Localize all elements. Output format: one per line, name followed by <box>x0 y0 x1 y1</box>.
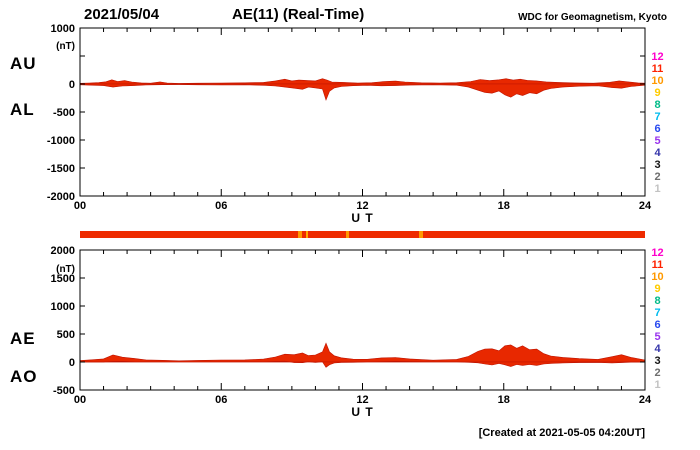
station-count-2: 2 <box>654 367 661 379</box>
station-count-4: 4 <box>654 343 661 355</box>
station-count-6: 6 <box>654 123 661 135</box>
station-count-8: 8 <box>654 295 661 307</box>
svg-text:12: 12 <box>356 200 368 212</box>
station-count-6: 6 <box>654 319 661 331</box>
station-count-12: 12 <box>651 51 664 63</box>
ao-label: AO <box>10 367 38 386</box>
station-count-12: 12 <box>651 247 664 259</box>
plot-date: 2021/05/04 <box>84 6 160 23</box>
created-timestamp: [Created at 2021-05-05 04:20UT] <box>478 427 645 439</box>
bottom-panel-chart: 2000 1500 1000 500 0 -500 (nT) 00 06 12 18 24 U T <box>51 245 652 419</box>
svg-text:-500: -500 <box>53 385 75 397</box>
ae-trace <box>80 342 645 363</box>
station-count-3: 3 <box>654 159 661 171</box>
svg-text:18: 18 <box>498 394 510 406</box>
station-count-2: 2 <box>654 171 661 183</box>
station-count-5: 5 <box>654 135 661 147</box>
svg-text:-1500: -1500 <box>47 163 75 175</box>
svg-text:(nT): (nT) <box>56 264 75 275</box>
svg-text:00: 00 <box>74 394 86 406</box>
svg-text:1000: 1000 <box>51 23 75 35</box>
strip-segment <box>297 231 303 238</box>
station-count-1: 1 <box>654 379 661 391</box>
station-count-9: 9 <box>654 283 661 295</box>
plot-title: AE(11) (Real-Time) <box>232 6 365 23</box>
svg-text:U T: U T <box>351 405 373 419</box>
strip-segment <box>346 231 349 238</box>
station-count-11: 11 <box>651 259 664 271</box>
svg-text:-1000: -1000 <box>47 135 75 147</box>
al-trace <box>80 83 645 101</box>
ae-label: AE <box>10 329 36 348</box>
svg-text:24: 24 <box>639 200 652 212</box>
svg-text:U T: U T <box>351 211 373 225</box>
svg-text:2000: 2000 <box>51 245 75 257</box>
station-count-4: 4 <box>654 147 661 159</box>
station-scale-top: 12 11 10 9 8 7 6 5 4 3 2 1 <box>649 51 666 195</box>
station-count-10: 10 <box>651 75 664 87</box>
strip-segment <box>419 231 423 238</box>
svg-text:1500: 1500 <box>51 273 75 285</box>
svg-text:06: 06 <box>215 394 227 406</box>
svg-text:00: 00 <box>74 200 86 212</box>
station-count-1: 1 <box>654 183 661 195</box>
station-count-11: 11 <box>651 63 664 75</box>
station-count-7: 7 <box>654 307 661 319</box>
svg-text:0: 0 <box>69 79 75 91</box>
station-count-8: 8 <box>654 99 661 111</box>
ao-trace <box>80 360 645 368</box>
data-source-label: WDC for Geomagnetism, Kyoto <box>518 12 667 23</box>
station-count-7: 7 <box>654 111 661 123</box>
svg-text:18: 18 <box>498 200 510 212</box>
svg-text:06: 06 <box>215 200 227 212</box>
station-count-5: 5 <box>654 331 661 343</box>
station-count-3: 3 <box>654 355 661 367</box>
svg-text:24: 24 <box>639 394 652 406</box>
top-panel-chart: 1000 0 -500 -1000 -1500 -2000 (nT) 00 06 12 18 24 U … <box>47 23 652 225</box>
au-label: AU <box>10 54 37 73</box>
svg-text:1000: 1000 <box>51 301 75 313</box>
svg-text:-2000: -2000 <box>47 191 75 203</box>
svg-text:-500: -500 <box>53 107 75 119</box>
station-count-10: 10 <box>651 271 664 283</box>
al-label: AL <box>10 100 35 119</box>
au-trace <box>80 78 645 85</box>
station-count-strip <box>80 231 645 238</box>
station-scale-bottom: 12 11 10 9 8 7 6 5 4 3 2 1 <box>649 247 666 391</box>
svg-text:(nT): (nT) <box>56 41 75 52</box>
station-count-9: 9 <box>654 87 661 99</box>
svg-text:12: 12 <box>356 394 368 406</box>
strip-segment <box>306 231 309 238</box>
svg-text:0: 0 <box>69 357 75 369</box>
svg-text:500: 500 <box>57 329 75 341</box>
